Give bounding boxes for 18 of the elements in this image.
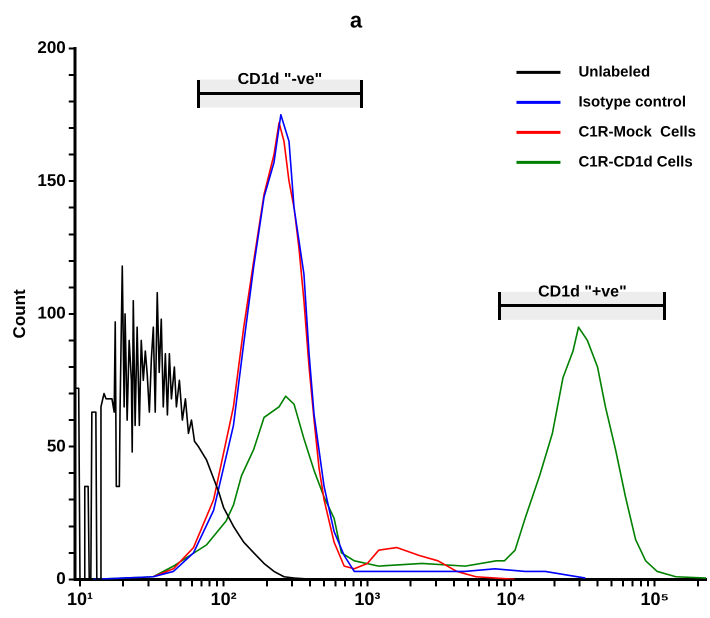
- x-tick-label: 10³: [354, 589, 380, 610]
- y-tick-label: 150: [37, 170, 66, 190]
- x-tick-label: 10¹: [66, 589, 93, 610]
- y-tick-label: 200: [37, 38, 66, 58]
- x-tick-label: 10⁴: [496, 589, 526, 610]
- legend-label: Isotype control: [578, 94, 686, 111]
- band-label: CD1d "+ve": [538, 283, 627, 300]
- y-axis-title: Count: [10, 289, 29, 338]
- chart-title: a: [350, 7, 363, 32]
- band-label: CD1d "-ve": [238, 70, 322, 88]
- x-tick-label: 10²: [210, 589, 237, 610]
- legend-label: C1R-Mock Cells: [578, 124, 696, 141]
- y-tick-label: 100: [37, 304, 66, 323]
- y-tick-label: 0: [56, 569, 66, 588]
- x-tick-label: 10⁵: [640, 589, 669, 610]
- legend-label: Unlabeled: [578, 64, 650, 81]
- y-tick-label: 50: [46, 436, 66, 456]
- legend-label: C1R-CD1d Cells: [578, 154, 693, 171]
